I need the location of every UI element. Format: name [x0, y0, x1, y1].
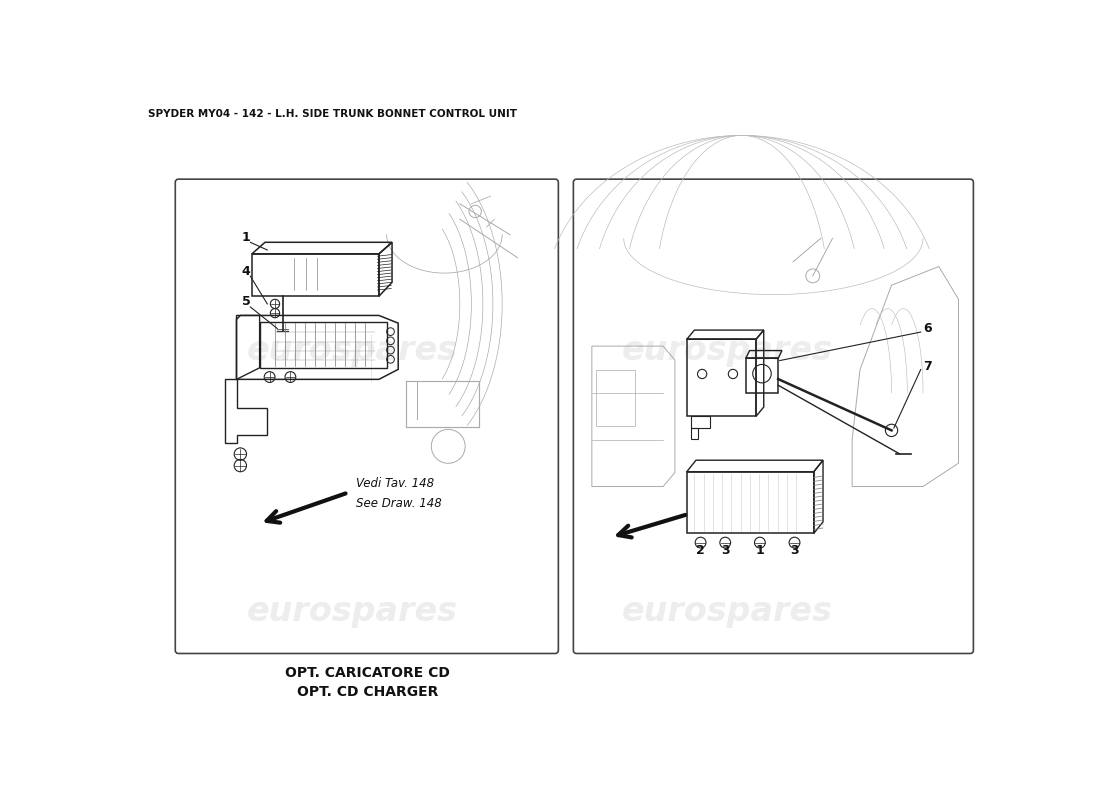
Text: 2: 2 — [696, 544, 705, 557]
Text: 6: 6 — [923, 322, 932, 335]
Bar — [252, 254, 378, 296]
Text: 1: 1 — [756, 544, 764, 557]
Text: 4: 4 — [242, 265, 251, 278]
Text: Vedi Tav. 148
See Draw. 148: Vedi Tav. 148 See Draw. 148 — [356, 477, 442, 510]
Bar — [596, 370, 635, 426]
Text: 5: 5 — [242, 295, 251, 309]
Text: OPT. CARICATORE CD
OPT. CD CHARGER: OPT. CARICATORE CD OPT. CD CHARGER — [285, 666, 450, 699]
Text: eurospares: eurospares — [621, 595, 833, 629]
Bar — [686, 472, 814, 534]
Bar — [691, 428, 698, 439]
Bar — [746, 358, 778, 393]
Text: 3: 3 — [720, 544, 729, 557]
FancyBboxPatch shape — [175, 179, 559, 654]
Bar — [260, 322, 387, 368]
FancyBboxPatch shape — [573, 179, 974, 654]
Text: 7: 7 — [923, 359, 932, 373]
Text: 1: 1 — [242, 230, 251, 244]
Text: eurospares: eurospares — [246, 595, 458, 629]
Text: 3: 3 — [790, 544, 799, 557]
Text: eurospares: eurospares — [621, 334, 833, 366]
Text: SPYDER MY04 - 142 - L.H. SIDE TRUNK BONNET CONTROL UNIT: SPYDER MY04 - 142 - L.H. SIDE TRUNK BONN… — [147, 109, 517, 119]
Text: eurospares: eurospares — [246, 334, 458, 366]
Bar — [686, 339, 756, 416]
Bar — [691, 416, 710, 428]
